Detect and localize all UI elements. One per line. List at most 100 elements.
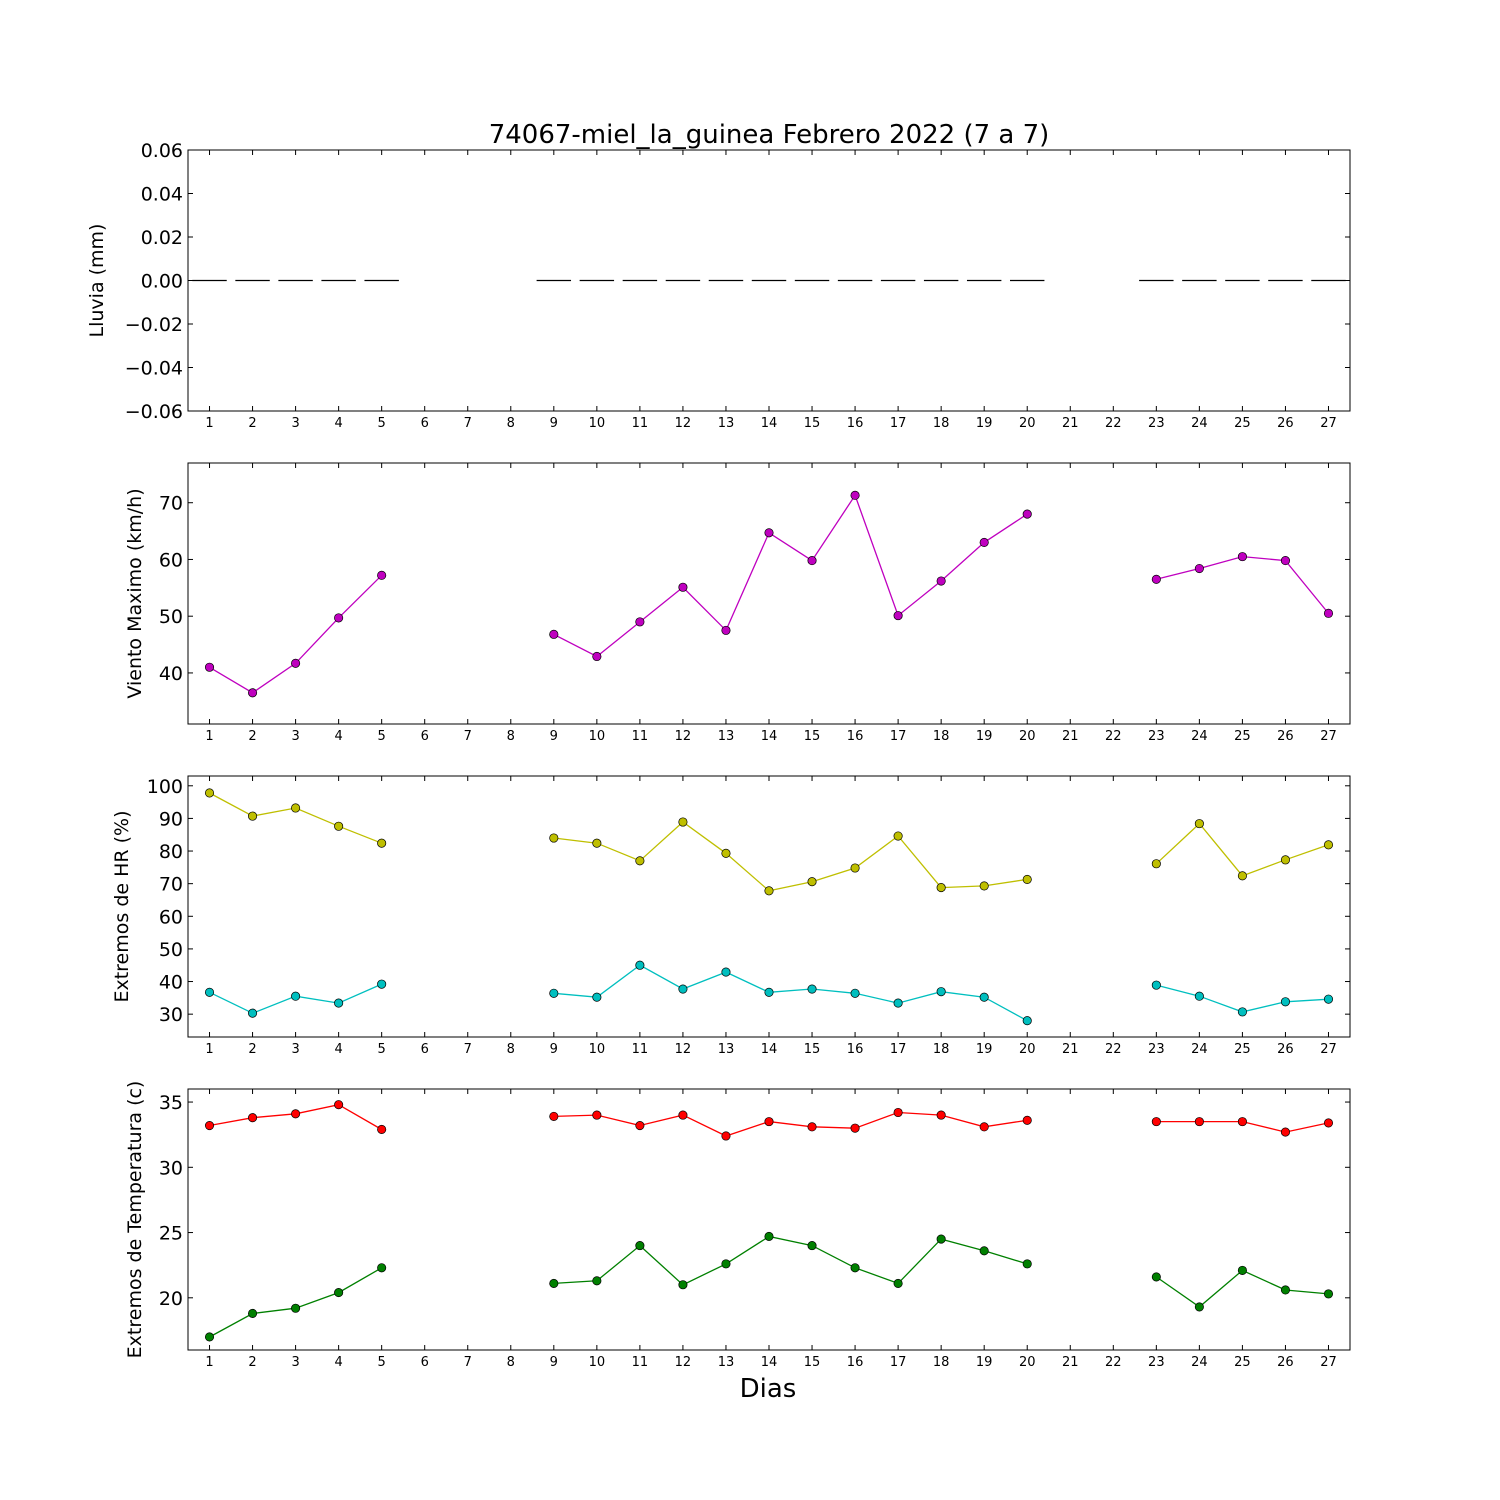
x-tick-label: 23: [1148, 416, 1165, 431]
series-1: [204, 490, 1334, 698]
data-point: [1323, 608, 1334, 618]
x-tick-label: 16: [847, 729, 864, 744]
y-axis-label: Lluvia (mm): [86, 224, 108, 338]
y-tick-label: 25: [159, 1223, 183, 1245]
data-point: [635, 960, 645, 970]
y-tick-label: 80: [159, 841, 183, 863]
x-tick-label: 25: [1234, 1355, 1251, 1370]
x-tick-label: 14: [761, 416, 778, 431]
x-tick-label: 27: [1320, 416, 1337, 431]
data-point: [1237, 552, 1247, 562]
x-tick-label: 24: [1191, 1355, 1208, 1370]
data-point: [850, 863, 860, 873]
x-tick-label: 22: [1105, 416, 1122, 431]
data-point: [592, 1110, 602, 1120]
data-point: [1022, 1016, 1032, 1026]
x-tick-label: 24: [1191, 729, 1208, 744]
data-point: [1194, 991, 1204, 1001]
data-point: [764, 1231, 774, 1242]
x-tick-label: 21: [1062, 1355, 1079, 1370]
data-point: [1280, 855, 1290, 865]
x-tick-label: 18: [933, 416, 950, 431]
panel-2: 1 2 3 4 5 6 7 8 9 10 11 12 13 14 15 16 17 18 19 20 21 22 23 24 2…: [124, 462, 1351, 744]
x-tick-label: 12: [675, 1042, 692, 1057]
data-point: [721, 848, 731, 858]
data-point: [248, 811, 258, 821]
series-line: [553, 493, 1028, 658]
y-tick-label: −0.02: [125, 314, 183, 336]
data-point: [979, 1246, 989, 1256]
x-tick-label: 8: [507, 1042, 515, 1057]
y-tick-label: 0.00: [141, 271, 183, 293]
x-tick-label: 20: [1019, 416, 1036, 431]
data-point: [1151, 1117, 1161, 1127]
y-tick-label: 60: [159, 549, 183, 571]
x-tick-label: 17: [890, 416, 907, 431]
data-point: [549, 629, 559, 639]
x-tick-label: 15: [804, 1042, 821, 1057]
data-point: [291, 658, 301, 668]
data-point: [936, 1110, 946, 1120]
x-tick-label: 4: [334, 729, 342, 744]
x-tick-label: 11: [632, 1042, 649, 1057]
data-point: [592, 992, 602, 1002]
data-point: [291, 991, 301, 1001]
data-point: [1194, 563, 1204, 574]
x-tick-label: 6: [421, 416, 429, 431]
series-line: [1155, 1269, 1329, 1308]
panel-1: 1 2 3 4 5 6 7 8 9 10 11 12 13 14 15 16 17 18 19 20 21 22 23 24 2…: [86, 140, 1351, 431]
x-axis-label: Dias: [740, 1374, 797, 1404]
x-tick-label: 23: [1148, 1355, 1165, 1370]
series-line: [553, 1111, 1028, 1137]
data-point: [1151, 859, 1161, 869]
y-tick-label: 50: [159, 939, 183, 961]
data-point: [1237, 1007, 1247, 1017]
x-tick-label: 3: [291, 1042, 299, 1057]
x-tick-label: 3: [291, 1355, 299, 1370]
data-point: [1280, 556, 1290, 566]
data-point: [764, 528, 774, 538]
x-tick-label: 12: [675, 1355, 692, 1370]
data-point: [334, 998, 344, 1008]
x-tick-label: 15: [804, 416, 821, 431]
data-point: [377, 1124, 387, 1135]
data-point: [334, 1288, 344, 1298]
data-point: [592, 651, 602, 662]
x-tick-label: 11: [632, 1355, 649, 1370]
data-point: [893, 998, 903, 1008]
x-tick-label: 2: [248, 729, 256, 744]
axes-frame: [187, 462, 1351, 725]
data-point: [721, 1259, 731, 1269]
x-tick-label: 23: [1148, 1042, 1165, 1057]
data-point: [850, 490, 860, 500]
x-tick-label: 24: [1191, 1042, 1208, 1057]
x-tick-label: 25: [1234, 729, 1251, 744]
data-point: [678, 817, 688, 827]
y-tick-label: 90: [159, 808, 183, 830]
x-tick-label: 7: [464, 729, 472, 744]
data-point: [979, 1122, 989, 1132]
series-1: [204, 788, 1334, 896]
x-tick-label: 1: [205, 416, 213, 431]
data-point: [635, 617, 645, 627]
x-tick-label: 17: [890, 1355, 907, 1370]
data-point: [850, 1123, 860, 1133]
x-tick-label: 13: [718, 1042, 735, 1057]
x-tick-label: 8: [507, 729, 515, 744]
data-point: [248, 688, 258, 698]
panel-3: 1 2 3 4 5 6 7 8 9 10 11 12 13 14 15 16 17 18 19 20 21 22 23 24 2…: [111, 775, 1351, 1057]
data-point: [807, 984, 817, 994]
x-tick-label: 26: [1277, 1355, 1294, 1370]
data-point: [807, 1122, 817, 1132]
data-point: [979, 881, 989, 891]
x-tick-label: 25: [1234, 416, 1251, 431]
series-line: [553, 821, 1028, 892]
x-tick-label: 12: [675, 416, 692, 431]
x-tick-label: 19: [976, 416, 993, 431]
data-point: [248, 1008, 258, 1018]
data-point: [549, 1278, 559, 1288]
data-point: [1237, 1117, 1247, 1127]
data-point: [1151, 980, 1161, 990]
x-tick-label: 10: [589, 1355, 606, 1370]
